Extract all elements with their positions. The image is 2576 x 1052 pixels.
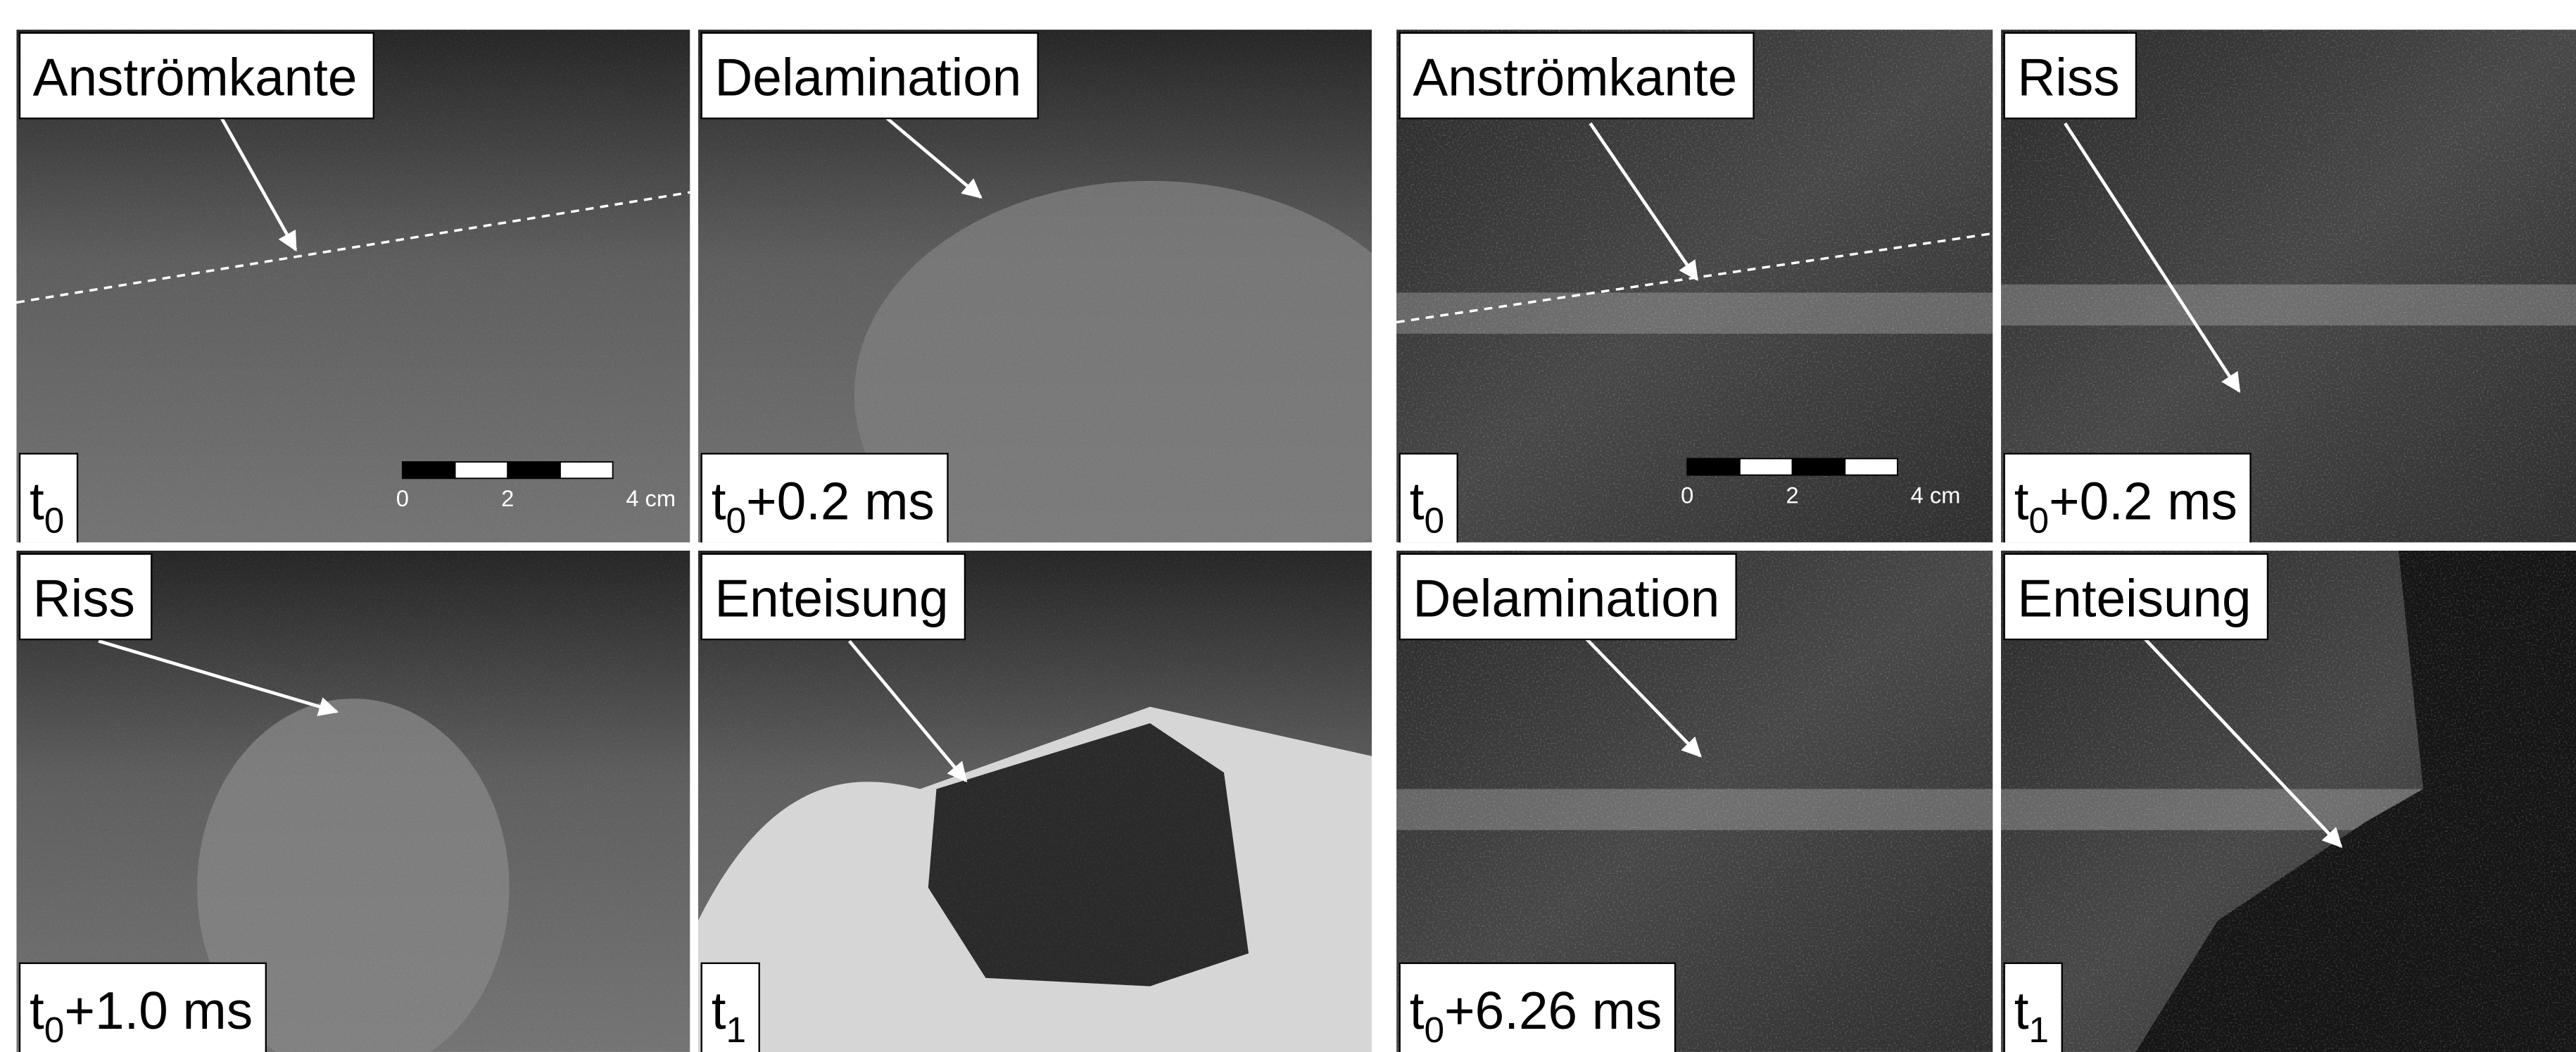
scale-label: 0: [396, 485, 409, 511]
time-suffix: +6.26 ms: [1444, 981, 1662, 1040]
time-base: t: [712, 981, 726, 1040]
panel: Delamination t0+6.26 ms: [1396, 551, 1993, 1052]
panel: Riss t0+1.0 ms: [16, 551, 690, 1052]
scale-label: 4 cm: [626, 485, 676, 511]
panel-label: Delamination: [1413, 568, 1719, 627]
time-sub: 1: [2028, 1010, 2049, 1050]
time-base: t: [712, 472, 726, 531]
panel-label: Delamination: [714, 47, 1021, 106]
time-sub: 0: [44, 500, 65, 540]
panel-label: Anströmkante: [33, 47, 358, 106]
time-sub: 0: [1424, 1010, 1444, 1050]
scale-label: 4 cm: [1911, 482, 1961, 508]
time-suffix: +0.2 ms: [746, 472, 935, 531]
time-suffix: +0.2 ms: [2049, 472, 2237, 531]
time-sub: 1: [726, 1010, 746, 1050]
scale-segment: [560, 462, 613, 478]
scale-segment: [1793, 458, 1845, 475]
time-base: t: [1410, 981, 1425, 1040]
scale-segment: [507, 462, 560, 478]
scale-segment: [455, 462, 508, 478]
scale-label: 2: [1786, 482, 1799, 508]
scale-segment: [1740, 458, 1793, 475]
time-base: t: [2014, 472, 2029, 531]
panel-label: Riss: [33, 568, 135, 627]
panel: Riss t0+0.2 ms: [2001, 30, 2576, 546]
time-base: t: [1410, 472, 1425, 531]
scale-label: 0: [1681, 482, 1693, 508]
panel-label: Anströmkante: [1413, 47, 1737, 106]
scale-segment: [1687, 458, 1740, 475]
panel: Enteisung t1: [698, 551, 1372, 1052]
scale-segment: [1845, 458, 1898, 475]
panel-label: Enteisung: [714, 568, 948, 627]
time-sub: 0: [726, 500, 746, 540]
scale-label: 2: [501, 485, 514, 511]
panel: Enteisung t1: [2001, 551, 2576, 1052]
figure: 024 cmAnströmkantet0Delaminationt0+0.2 m…: [0, 0, 2576, 1052]
panel-label: Enteisung: [2017, 568, 2251, 627]
time-base: t: [30, 472, 44, 531]
scale-segment: [403, 462, 455, 478]
time-base: t: [30, 981, 44, 1040]
time-base: t: [2014, 981, 2029, 1040]
panel-label: Riss: [2017, 47, 2119, 106]
time-label: t0+6.26 ms: [1410, 981, 1662, 1050]
time-suffix: +1.0 ms: [64, 981, 253, 1040]
time-sub: 0: [44, 1010, 65, 1050]
time-sub: 0: [2028, 500, 2049, 540]
time-sub: 0: [1424, 500, 1444, 540]
